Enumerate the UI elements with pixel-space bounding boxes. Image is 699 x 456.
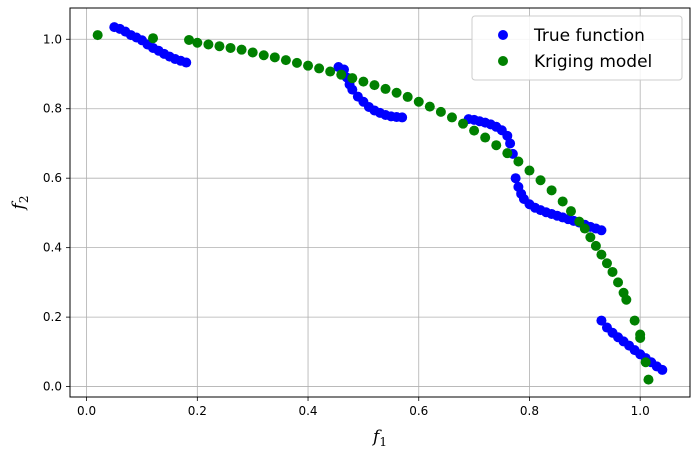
true-function-point (181, 57, 192, 68)
kriging-model-point (214, 41, 225, 52)
kriging-model-point (435, 106, 446, 117)
kriging-model-point (236, 44, 247, 55)
kriging-model-point (524, 165, 535, 176)
true-function-point (596, 315, 607, 326)
kriging-model-point (596, 249, 607, 260)
kriging-model-point (502, 148, 513, 159)
x-tick-label: 0.6 (409, 404, 428, 418)
kriging-model-point (557, 196, 568, 207)
kriging-model-point (280, 55, 291, 66)
kriging-model-point (458, 118, 469, 129)
kriging-model-point (643, 374, 654, 385)
legend-box (471, 15, 683, 81)
y-tick-label: 0.6 (43, 171, 62, 185)
x-tick-label: 0.4 (298, 404, 317, 418)
kriging-model-point (336, 69, 347, 80)
y-tick-label: 0.4 (43, 241, 62, 255)
kriging-model-point (640, 357, 651, 368)
kriging-model-point (380, 83, 391, 94)
true-function-point (510, 173, 521, 184)
legend-label-true-function: True function (533, 26, 645, 46)
legend-marker-kriging-model (498, 56, 508, 66)
true-function-point (505, 138, 516, 149)
y-axis-label-main: f (9, 200, 29, 211)
kriging-model-point (369, 80, 380, 91)
y-tick-label: 0.2 (43, 310, 62, 324)
axis-ticks: 0.0 0.2 0.4 0.6 0.8 1.0 0.0 0.2 0.4 0.6 0.8 1.0 (43, 32, 650, 418)
kriging-model-point (491, 140, 502, 151)
y-axis-label: f2 (9, 196, 31, 212)
kriging-model-point (546, 185, 557, 196)
kriging-model-point (92, 30, 103, 41)
kriging-model-point (225, 42, 236, 53)
kriging-model-point (148, 33, 159, 44)
x-tick-label: 0.0 (77, 404, 96, 418)
kriging-model-point (585, 232, 596, 243)
kriging-model-point (469, 125, 480, 136)
kriging-model-point (391, 87, 402, 98)
kriging-model-point (579, 223, 590, 234)
kriging-model-point (513, 156, 524, 167)
true-function-point (347, 84, 358, 95)
kriging-model-point (347, 73, 358, 84)
kriging-model-point (258, 50, 269, 61)
kriging-model-point (601, 258, 612, 269)
kriging-model-point (480, 132, 491, 143)
true-function-point (397, 112, 408, 123)
legend-marker-true-function (498, 30, 508, 40)
kriging-model-point (629, 315, 640, 326)
kriging-model-point (247, 47, 258, 58)
legend: True function Kriging model (471, 15, 683, 81)
x-tick-label: 0.2 (188, 404, 207, 418)
y-tick-label: 0.8 (43, 102, 62, 116)
kriging-model-point (413, 96, 424, 107)
kriging-model-point (314, 63, 325, 74)
kriging-model-point (184, 34, 195, 45)
kriging-model-point (291, 57, 302, 68)
x-axis-label: f1 (371, 427, 387, 449)
y-tick-label: 0.0 (43, 380, 62, 394)
x-tick-label: 0.8 (520, 404, 539, 418)
kriging-model-point (303, 60, 314, 71)
x-axis-label-main: f (371, 427, 382, 447)
y-tick-label: 1.0 (43, 32, 62, 46)
true-function-point (502, 130, 513, 141)
kriging-model-point (446, 112, 457, 123)
kriging-model-point (402, 91, 413, 102)
kriging-model-point (325, 66, 336, 77)
kriging-model-point (574, 216, 585, 227)
true-function-point (657, 364, 668, 375)
kriging-model-point (269, 52, 280, 63)
true-function-point (596, 225, 607, 236)
kriging-model-point (590, 240, 601, 251)
kriging-model-point (424, 101, 435, 112)
kriging-model-point (358, 76, 369, 87)
kriging-model-point (613, 277, 624, 288)
kriging-model-point (565, 206, 576, 217)
legend-label-kriging-model: Kriging model (534, 52, 652, 72)
data-points (92, 22, 668, 385)
kriging-model-point (203, 39, 214, 50)
kriging-model-point (535, 175, 546, 186)
x-tick-label: 1.0 (631, 404, 650, 418)
plot-frame (69, 7, 691, 398)
kriging-model-point (192, 37, 203, 48)
kriging-model-point (621, 294, 632, 305)
x-axis-label-subscript: 1 (379, 435, 387, 449)
kriging-model-point (635, 332, 646, 343)
y-axis-label-subscript: 2 (17, 196, 31, 204)
kriging-model-point (607, 266, 618, 277)
